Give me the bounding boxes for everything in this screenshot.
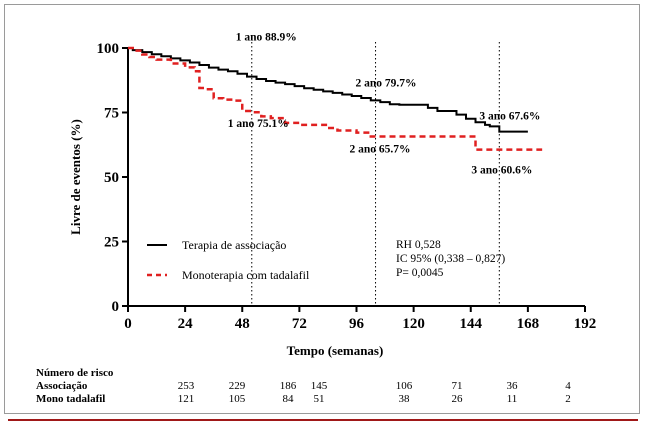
risk-cell-r1-c4: 145 — [311, 380, 328, 392]
risk-cell-r1-c2: 229 — [229, 380, 246, 392]
x-tick-label-168: 168 — [517, 316, 540, 332]
risk-cell-r2-c4: 51 — [314, 393, 325, 405]
risk-cell-r2-c8: 2 — [565, 393, 571, 405]
risk-cell-r2-c3: 84 — [283, 393, 295, 405]
legend-label-association: Terapia de associação — [182, 238, 286, 252]
risk-cell-r1-c8: 4 — [565, 380, 571, 392]
x-tick-label-192: 192 — [574, 316, 597, 332]
x-axis-title: Tempo (semanas) — [287, 343, 384, 358]
y-tick-label-0: 0 — [112, 299, 120, 315]
risk-row-label-association: Associação — [36, 380, 88, 392]
x-tick-label-24: 24 — [178, 316, 194, 332]
risk-cell-r2-c1: 121 — [178, 393, 195, 405]
stats-ci: IC 95% (0,338 – 0,827) — [396, 253, 505, 265]
stats-hr: RH 0,528 — [396, 239, 441, 251]
x-tick-label-0: 0 — [124, 316, 132, 332]
risk-cell-r1-c6: 71 — [452, 380, 463, 392]
annotation-1: 1 ano 88.9% — [236, 32, 297, 44]
y-tick-label-50: 50 — [104, 170, 119, 186]
y-axis-title: Livre de eventos (%) — [68, 119, 83, 235]
annotation-5: 3 ano 67.6% — [479, 111, 540, 123]
risk-cell-r1-c3: 186 — [280, 380, 297, 392]
annotation-4: 2 ano 65.7% — [350, 143, 411, 155]
y-tick-label-75: 75 — [104, 106, 119, 122]
x-tick-label-96: 96 — [349, 316, 365, 332]
annotation-6: 3 ano 60.6% — [471, 165, 532, 177]
risk-cell-r1-c5: 106 — [396, 380, 413, 392]
y-tick-label-100: 100 — [97, 41, 120, 57]
risk-cell-r1-c1: 253 — [178, 380, 195, 392]
x-tick-label-72: 72 — [292, 316, 307, 332]
risk-cell-r2-c5: 38 — [399, 393, 411, 405]
x-tick-label-120: 120 — [402, 316, 425, 332]
stats-p: P= 0,0045 — [396, 267, 444, 279]
annotation-2: 1 ano 75.1% — [228, 118, 289, 130]
risk-cell-r2-c2: 105 — [229, 393, 246, 405]
legend-label-monotherapy: Monoterapia com tadalafil — [182, 268, 310, 282]
bottom-divider — [8, 419, 638, 421]
risk-row-label-mono: Mono tadalafil — [36, 393, 105, 405]
series-line-monotherapy — [128, 46, 543, 151]
annotation-3: 2 ano 79.7% — [356, 77, 417, 89]
risk-cell-r1-c7: 36 — [507, 380, 519, 392]
risk-cell-r2-c7: 11 — [507, 393, 518, 405]
x-tick-label-144: 144 — [460, 316, 483, 332]
figure-frame — [4, 4, 640, 414]
risk-cell-r2-c6: 26 — [452, 393, 464, 405]
series-line-association — [128, 47, 528, 133]
risk-table-title: Número de risco — [36, 367, 114, 379]
y-tick-label-25: 25 — [104, 235, 119, 251]
x-tick-label-48: 48 — [235, 316, 250, 332]
